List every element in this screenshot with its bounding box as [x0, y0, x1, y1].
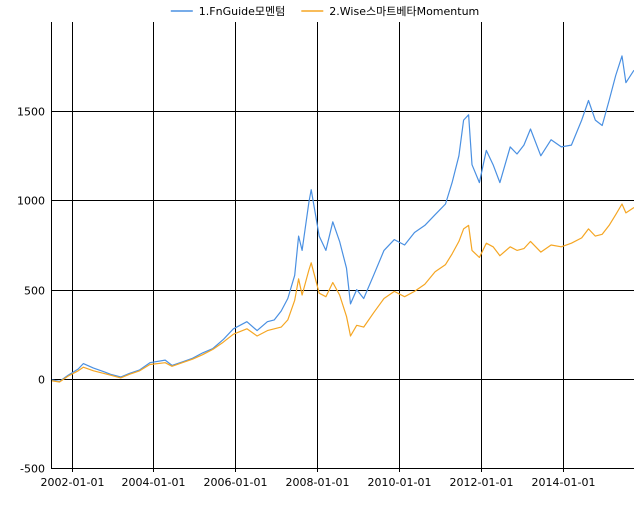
- series-lines: [50, 55, 634, 383]
- y-tick-label: 1500: [17, 106, 45, 119]
- legend-label: 2.Wise스마트베타Momentum: [329, 5, 479, 18]
- x-tick-label: 2004-01-01: [122, 476, 186, 489]
- legend-label: 1.FnGuide모멘텀: [199, 5, 285, 18]
- legend-item-1: 1.FnGuide모멘텀: [170, 5, 285, 18]
- x-tick-label: 2014-01-01: [532, 476, 596, 489]
- grid: [51, 22, 634, 469]
- series-line-2: [50, 203, 634, 383]
- x-tick-label: 2012-01-01: [450, 476, 514, 489]
- y-tick-label: -500: [20, 463, 45, 476]
- x-tick-label: 2002-01-01: [41, 476, 105, 489]
- legend-item-2: 2.Wise스마트베타Momentum: [301, 5, 479, 18]
- x-tick-label: 2006-01-01: [204, 476, 268, 489]
- series-line-1: [50, 55, 634, 383]
- axes: -500 0 500 1000 1500 2002-01-01 2004-01-01 2006…: [17, 22, 595, 489]
- legend: 1.FnGuide모멘텀 2.Wise스마트베타Momentum: [170, 5, 479, 18]
- y-tick-label: 1000: [17, 195, 45, 208]
- x-tick-label: 2008-01-01: [286, 476, 350, 489]
- x-tick-label: 2010-01-01: [368, 476, 432, 489]
- y-tick-label: 500: [24, 285, 45, 298]
- y-tick-label: 0: [38, 374, 45, 387]
